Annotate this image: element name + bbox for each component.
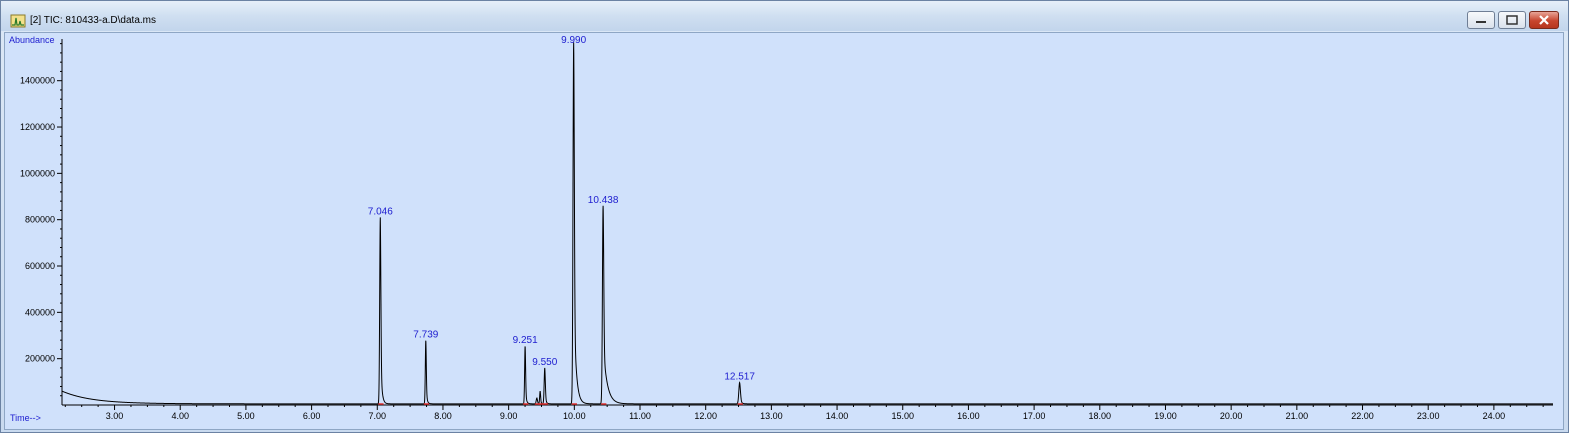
y-tick-label: 800000 <box>25 215 55 225</box>
x-tick-label: 5.00 <box>237 411 255 421</box>
maximize-button[interactable] <box>1498 11 1526 29</box>
window-title: [2] TIC: 810433-a.D\data.ms <box>30 15 156 26</box>
minimize-icon <box>1476 21 1486 23</box>
y-tick-label: 400000 <box>25 307 55 317</box>
peak-label: 10.438 <box>588 195 619 206</box>
y-tick-label: 1400000 <box>20 76 55 86</box>
close-button[interactable] <box>1529 11 1559 29</box>
x-tick-label: 7.00 <box>369 411 387 421</box>
axes: 200000 400000 600000 800000 1000000 1200000 14… <box>20 39 1553 421</box>
x-tick-label: 11.00 <box>629 411 651 421</box>
x-tick-label: 24.00 <box>1483 411 1506 421</box>
x-tick-label: 10.00 <box>563 411 586 421</box>
title-bar[interactable]: [2] TIC: 810433-a.D\data.ms <box>1 1 1568 31</box>
peak-label: 12.517 <box>724 372 755 383</box>
minimize-button[interactable] <box>1467 11 1495 29</box>
y-tick-label: 1200000 <box>20 122 55 132</box>
restore-icon <box>1506 15 1518 25</box>
peak-label: 7.739 <box>413 329 438 340</box>
y-tick-label: 1000000 <box>20 168 55 178</box>
x-tick-label: 16.00 <box>957 411 980 421</box>
x-tick-label: 14.00 <box>826 411 849 421</box>
trace-layer <box>61 42 1553 405</box>
x-tick-label: 18.00 <box>1089 411 1112 421</box>
x-tick-label: 20.00 <box>1220 411 1243 421</box>
peak-label: 7.046 <box>368 207 393 218</box>
x-tick-label: 19.00 <box>1154 411 1177 421</box>
peak-labels: 7.046 7.739 9.251 9.550 9.990 10.438 12.517 <box>368 35 756 383</box>
x-tick-label: 9.00 <box>500 411 518 421</box>
plot-area[interactable]: Abundance Time--> 200000 400000 600000 8000… <box>4 32 1564 430</box>
x-tick-label: 23.00 <box>1417 411 1440 421</box>
peak-label: 9.550 <box>532 357 557 368</box>
x-tick-label: 8.00 <box>434 411 452 421</box>
x-tick-label: 4.00 <box>171 411 189 421</box>
y-tick-label: 200000 <box>25 354 55 364</box>
chromatogram-app-icon <box>10 14 26 28</box>
y-tick-label: 600000 <box>25 261 55 271</box>
x-tick-label: 13.00 <box>760 411 783 421</box>
peak-label: 9.990 <box>561 35 586 46</box>
x-tick-label: 22.00 <box>1351 411 1374 421</box>
tic-trace <box>61 42 1553 405</box>
x-tick-label: 15.00 <box>891 411 914 421</box>
close-icon <box>1539 15 1549 25</box>
chromatogram-chart: Abundance Time--> 200000 400000 600000 8000… <box>9 35 1553 423</box>
peak-label: 9.251 <box>513 335 538 346</box>
x-tick-label: 17.00 <box>1023 411 1046 421</box>
x-axis-title: Time--> <box>10 413 41 423</box>
y-axis-title: Abundance <box>9 35 55 45</box>
x-tick-label: 21.00 <box>1286 411 1309 421</box>
x-tick-label: 12.00 <box>694 411 717 421</box>
x-tick-label: 3.00 <box>106 411 124 421</box>
x-tick-label: 6.00 <box>303 411 321 421</box>
